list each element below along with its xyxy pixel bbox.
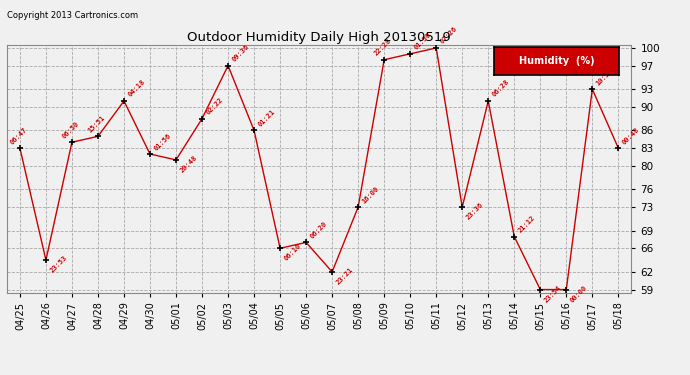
Text: 23:36: 23:36 <box>465 202 484 221</box>
Text: 10:59: 10:59 <box>595 67 614 86</box>
Text: 21:12: 21:12 <box>517 214 536 234</box>
Text: 20:48: 20:48 <box>179 154 198 174</box>
Title: Outdoor Humidity Daily High 20130519: Outdoor Humidity Daily High 20130519 <box>187 31 451 44</box>
Text: 06:10: 06:10 <box>283 243 302 262</box>
Text: 07:26: 07:26 <box>439 26 458 45</box>
Text: 02:22: 02:22 <box>205 97 224 116</box>
Text: 23:21: 23:21 <box>335 267 354 286</box>
Text: 09:36: 09:36 <box>231 44 250 63</box>
Text: 23:54: 23:54 <box>543 284 562 303</box>
Text: 01:21: 01:21 <box>257 108 276 128</box>
Text: 04:18: 04:18 <box>127 79 146 98</box>
Text: 23:53: 23:53 <box>49 255 68 274</box>
Text: 06:50: 06:50 <box>61 120 80 140</box>
Text: 16:00: 16:00 <box>361 185 380 204</box>
Text: 06:47: 06:47 <box>9 126 28 146</box>
Text: 06:28: 06:28 <box>491 79 511 98</box>
Text: 22:28: 22:28 <box>373 38 393 57</box>
Text: 15:51: 15:51 <box>87 114 106 134</box>
Text: 06:20: 06:20 <box>309 220 328 240</box>
Text: 00:00: 00:00 <box>569 284 589 303</box>
Text: 00:48: 00:48 <box>621 126 640 146</box>
Text: 01:56: 01:56 <box>152 132 172 151</box>
Text: Copyright 2013 Cartronics.com: Copyright 2013 Cartronics.com <box>7 11 138 20</box>
Text: 01:56: 01:56 <box>413 32 432 51</box>
